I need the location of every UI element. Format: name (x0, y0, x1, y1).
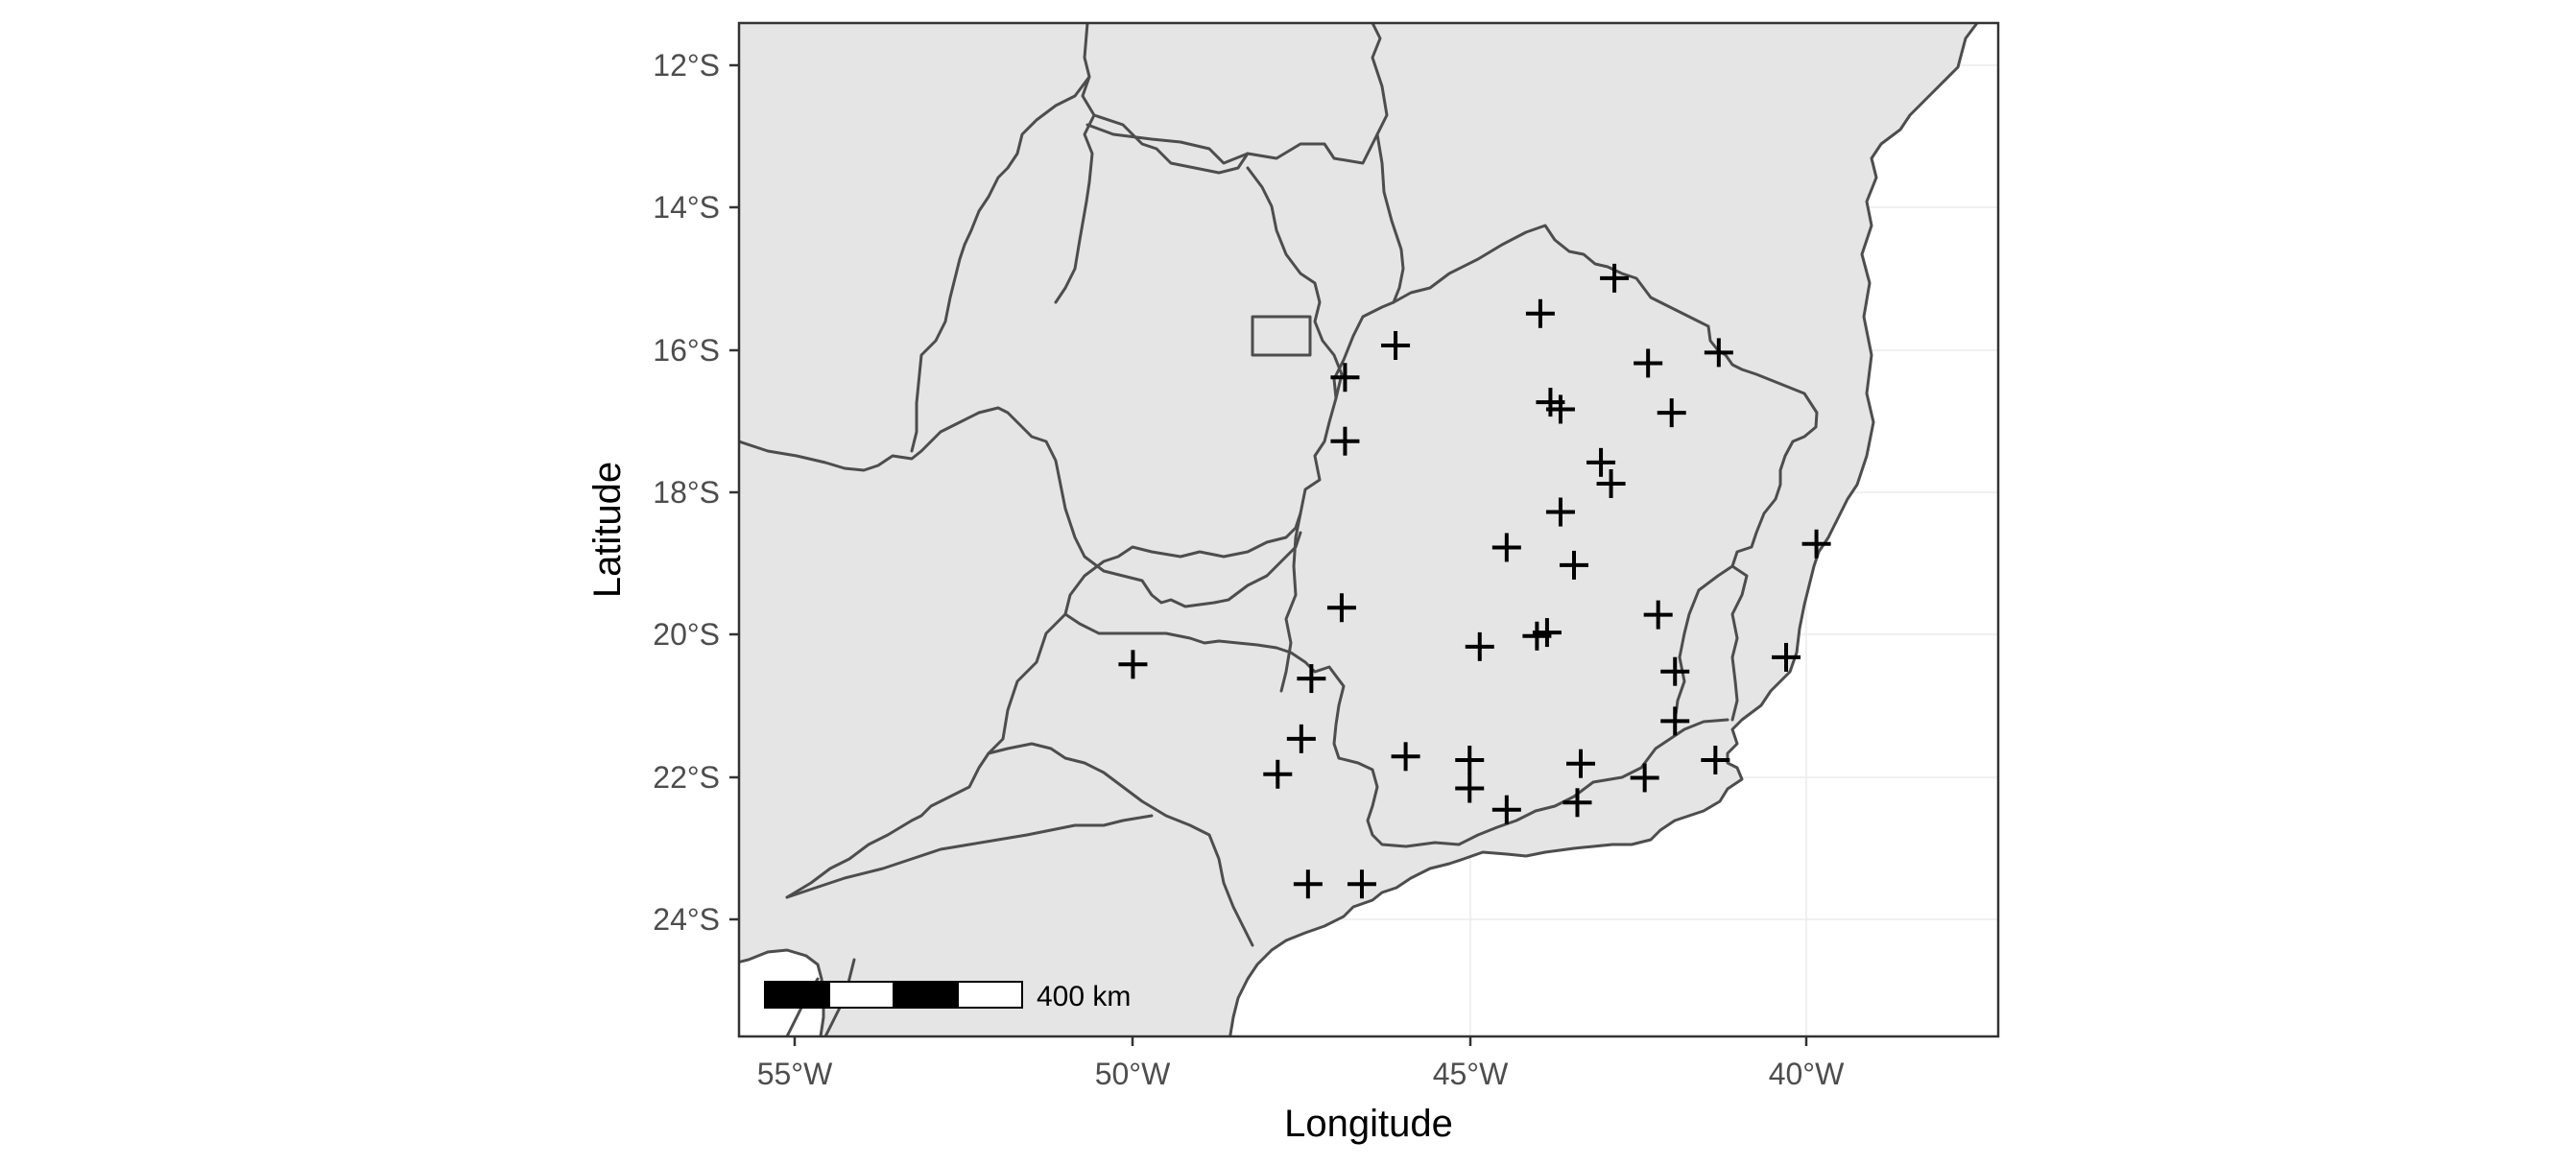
scale-bar-segment-1 (764, 981, 830, 1009)
site-marker (1286, 724, 1316, 753)
state-borders (739, 23, 1819, 1036)
scale-bar-segment-3 (893, 981, 959, 1009)
y-axis: 12°S 14°S 16°S 18°S 20°S 22°S 24°S (653, 48, 739, 937)
site-marker (1391, 742, 1420, 772)
site-marker (1326, 593, 1356, 623)
x-axis-title: Longitude (1284, 1103, 1453, 1145)
site-marker (1657, 398, 1686, 428)
x-tick-label: 40°W (1769, 1057, 1845, 1091)
site-marker (1801, 529, 1831, 559)
site-marker (1491, 795, 1521, 824)
scale-bar: 400 km (764, 981, 1131, 1012)
site-marker (1381, 331, 1411, 360)
site-marker (1455, 773, 1485, 803)
site-marker (1330, 426, 1360, 456)
site-marker (1559, 550, 1588, 580)
site-marker (1330, 363, 1360, 393)
site-marker (1701, 746, 1730, 774)
site-marker (1586, 447, 1616, 477)
site-marker (1643, 600, 1673, 630)
x-axis: 55°W 50°W 45°W 40°W (757, 1036, 1845, 1091)
x-tick-label: 55°W (757, 1057, 833, 1091)
site-marker (1660, 656, 1690, 686)
y-axis-title: Latitude (586, 462, 629, 598)
y-tick-label: 22°S (653, 760, 720, 795)
site-marker (1545, 394, 1575, 424)
site-markers (1118, 263, 1831, 899)
site-marker (1771, 642, 1801, 672)
scale-bar-segment-4 (957, 981, 1023, 1009)
site-marker (1630, 763, 1659, 793)
site-marker (1596, 469, 1626, 498)
site-marker (1562, 788, 1592, 818)
panel-border (737, 21, 2000, 1038)
x-tick-label: 50°W (1095, 1057, 1171, 1091)
land-area (739, 23, 1979, 1036)
map-panel: 400 km (737, 21, 2000, 1038)
site-marker (1634, 348, 1663, 378)
site-marker (1263, 759, 1293, 789)
site-marker (1600, 263, 1630, 293)
y-tick-label: 24°S (653, 902, 720, 937)
site-marker (1465, 631, 1494, 661)
scale-bar-segment-2 (828, 981, 894, 1009)
site-marker (1293, 869, 1323, 899)
site-marker (1704, 338, 1733, 368)
site-marker (1522, 621, 1552, 651)
y-tick-label: 14°S (653, 190, 720, 225)
site-marker (1525, 298, 1555, 328)
y-tick-label: 18°S (653, 475, 720, 510)
site-marker (1297, 664, 1326, 694)
y-tick-label: 20°S (653, 617, 720, 652)
scale-bar-label: 400 km (1037, 981, 1131, 1012)
site-marker (1118, 650, 1148, 679)
y-tick-label: 16°S (653, 333, 720, 368)
site-marker (1660, 706, 1690, 736)
site-marker (1455, 746, 1485, 774)
y-tick-label: 12°S (653, 48, 720, 83)
site-marker (1545, 497, 1575, 527)
site-marker (1491, 533, 1521, 562)
site-marker (1347, 869, 1376, 899)
x-tick-label: 45°W (1433, 1057, 1509, 1091)
site-marker (1566, 749, 1596, 778)
